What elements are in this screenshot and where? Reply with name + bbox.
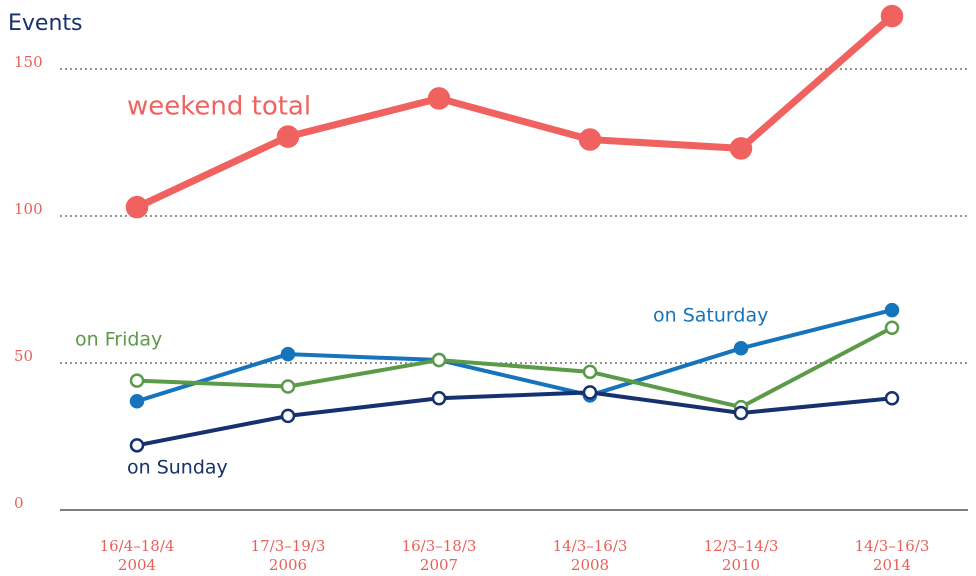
point (578, 128, 602, 151)
x-tick-label: 16/4–18/4 (100, 537, 175, 555)
point (431, 391, 447, 406)
series-label: weekend total (127, 92, 311, 122)
point (125, 195, 149, 219)
x-tick-label: 17/3–19/3 (251, 537, 326, 555)
point (431, 352, 447, 368)
y-tick-label: 0 (14, 494, 24, 512)
x-tick-label: 2006 (269, 556, 307, 574)
point (276, 125, 300, 148)
point (582, 385, 598, 400)
y-tick-label: 100 (14, 200, 43, 218)
y-axis-title: Events (8, 11, 83, 36)
x-tick-label: 12/3–14/3 (704, 537, 779, 555)
point (129, 438, 145, 453)
point (129, 373, 145, 388)
series-line (136, 390, 893, 448)
point (884, 302, 900, 318)
point (880, 4, 904, 28)
y-tick-label: 50 (14, 347, 33, 365)
point (733, 341, 749, 356)
series-label: on Sunday (127, 457, 228, 479)
x-tick-label: 2014 (873, 556, 911, 574)
x-tick-label: 2008 (571, 556, 609, 574)
series-label: on Saturday (653, 305, 768, 327)
series-line (136, 308, 893, 404)
point (884, 391, 900, 406)
x-tick-label: 16/3–18/3 (402, 537, 477, 555)
point (582, 364, 598, 380)
y-tick-label: 150 (14, 53, 43, 71)
point (280, 379, 296, 394)
point (733, 405, 749, 421)
point (729, 137, 753, 160)
x-tick-label: 2004 (118, 556, 156, 574)
series-line (136, 325, 893, 410)
x-tick-label: 2010 (722, 556, 760, 574)
series-label: on Friday (75, 329, 162, 351)
point (427, 87, 451, 110)
series-line (135, 13, 895, 211)
point (129, 393, 145, 409)
x-tick-label: 2007 (420, 556, 458, 574)
point (280, 408, 296, 424)
x-tick-label: 14/3–16/3 (553, 537, 628, 555)
point (884, 320, 900, 335)
x-tick-label: 14/3–16/3 (855, 537, 930, 555)
point (280, 346, 296, 362)
